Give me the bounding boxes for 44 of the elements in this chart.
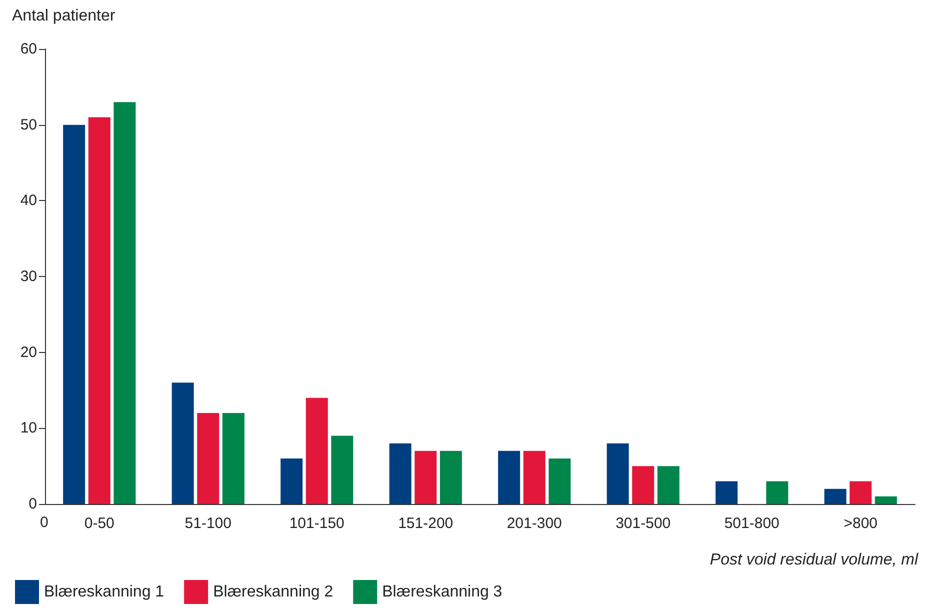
bar [766,481,788,504]
bar [222,413,244,504]
y-axis-title: Antal patienter [12,8,116,24]
x-tick-label: 101-150 [289,515,344,532]
x-tick-label: 151-200 [398,515,454,532]
bar [548,458,571,504]
x-tick-label: >800 [844,515,878,532]
bar [172,382,194,504]
bar [331,436,354,504]
x-tick-label: 501-800 [724,515,780,532]
x-tick-label: 0-50 [84,515,114,532]
bar [88,117,110,504]
bar [716,481,738,504]
legend-label: Blæreskanning 2 [213,584,334,600]
bar [824,488,846,504]
bar [657,466,680,504]
bar [414,450,437,504]
bar [850,481,872,504]
y-tick-label: 30 [20,268,37,285]
x-tick-label: 51-100 [184,515,232,532]
bar [114,102,136,504]
bar [440,450,462,504]
x-tick-label: 201-300 [506,515,562,532]
bar [306,398,328,504]
bar [874,496,897,504]
text: 0 [40,514,48,531]
y-tick-label: 40 [20,192,37,210]
bar [632,466,654,504]
y-tick-label: 10 [20,420,37,437]
bar [280,458,303,504]
bar [498,450,520,504]
legend-label: Blæreskanning 1 [44,584,164,600]
y-tick-label: 50 [20,116,37,134]
x-tick-label: 301-500 [616,515,671,532]
y-tick-label: 20 [20,344,37,361]
y-tick-label: 0 [28,496,37,512]
bar [389,443,412,504]
legend-label: Blæreskanning 3 [382,584,502,600]
bar [523,450,546,504]
bar [606,443,629,504]
y-tick-label: 60 [20,40,37,58]
bar [63,124,86,504]
bar [197,413,220,504]
x-axis-title: Post void residual volume, ml [710,552,918,568]
